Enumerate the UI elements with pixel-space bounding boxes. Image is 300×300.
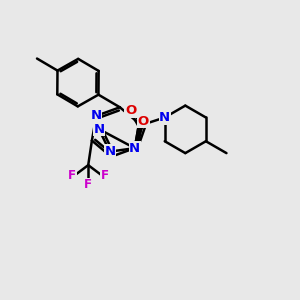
Text: N: N [104,145,116,158]
Text: O: O [138,115,149,128]
Text: F: F [84,178,92,191]
Text: F: F [100,169,108,182]
Text: O: O [125,104,136,117]
Text: N: N [91,110,102,122]
Text: F: F [68,169,76,182]
Text: N: N [93,123,104,136]
Text: N: N [159,111,170,124]
Text: N: N [129,142,140,154]
